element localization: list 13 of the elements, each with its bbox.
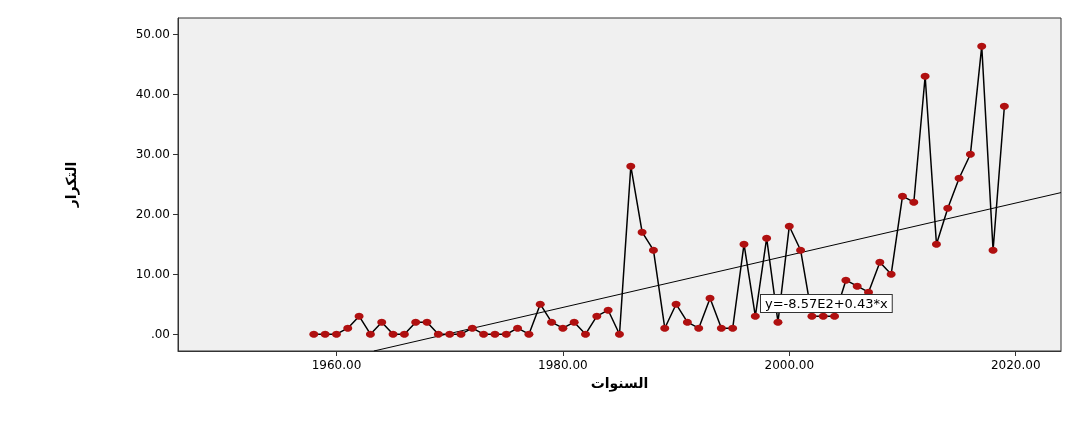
x-tick-label: 2020.00	[990, 358, 1041, 372]
y-tick-label: 20.00	[135, 207, 170, 222]
x-tick-label: 2000.00	[764, 358, 815, 372]
x-tick-label: 1980.00	[538, 358, 588, 372]
x-tick-label: 1960.00	[311, 358, 362, 372]
y-axis-title: التكرار	[63, 161, 80, 209]
y-tick-label: 50.00	[135, 27, 170, 42]
y-tick-label: 40.00	[135, 87, 170, 102]
annotation: y=-8.57E2+0.43*x	[765, 296, 889, 311]
x-axis-title: السنوات	[590, 374, 649, 392]
y-tick-label: 10.00	[135, 267, 170, 282]
y-tick-label: .00	[150, 327, 170, 342]
y-tick-label: 30.00	[135, 147, 170, 162]
